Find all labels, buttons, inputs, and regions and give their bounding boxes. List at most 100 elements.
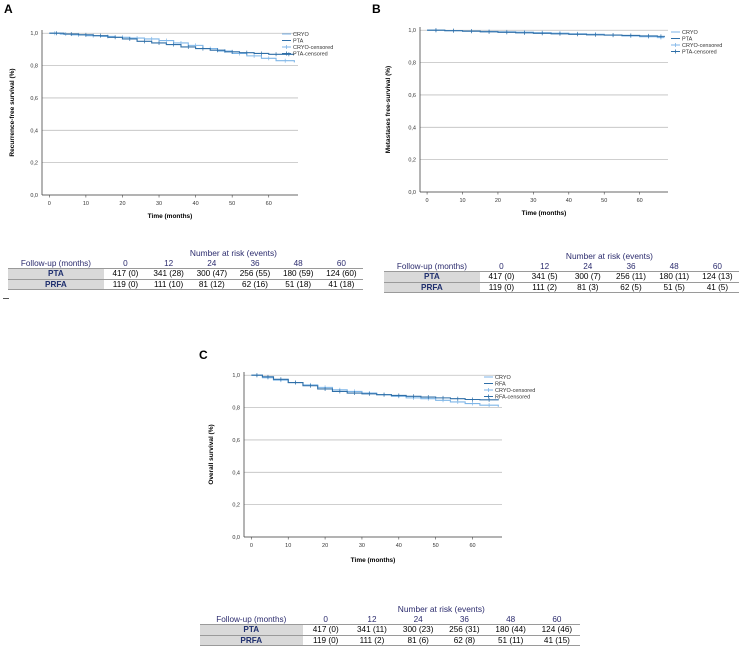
survival-chart-c: 0,0 0,2 0,4 0,6 0,8 1,0 0 10 20 30 40 50 60 Time (mon… (208, 372, 535, 564)
risk-header-label: Follow-up (months) (200, 614, 303, 625)
stray-dash (3, 298, 9, 299)
risk-row: PTA 417 (0) 341 (28) 300 (47) 256 (55) 180 (5… (8, 268, 363, 280)
y-tick-label: 0,8 (232, 406, 240, 412)
risk-cell: 124 (13) (695, 271, 739, 283)
legend-label: PTA (682, 37, 693, 43)
survival-chart-b: 0,0 0,2 0,4 0,6 0,8 1,0 0 10 20 30 40 50 60 Time (mon… (385, 27, 722, 217)
x-tick-label: 40 (193, 201, 199, 207)
y-tick-label: 0,4 (408, 125, 416, 131)
x-tick-label: 0 (48, 201, 51, 207)
survival-chart-a: 0,0 0,2 0,4 0,6 0,8 1,0 0 10 20 30 40 50 60 Time (mon… (9, 30, 333, 220)
legend-label: CRYO (682, 30, 699, 36)
risk-cell: 341 (5) (523, 271, 567, 283)
risk-cell: 124 (46) (533, 624, 580, 636)
y-tick-label: 0,8 (30, 64, 38, 70)
x-tick-label: 50 (433, 543, 439, 549)
risk-timepoint: 24 (566, 261, 610, 272)
x-tick-label: 20 (322, 543, 328, 549)
legend-label: PTA (293, 39, 304, 45)
y-tick-label: 0,0 (30, 193, 38, 199)
risk-cell: 256 (55) (233, 268, 277, 280)
risk-cell: 111 (2) (523, 282, 567, 293)
y-axis-label: Recurrence-free survival (%) (9, 68, 16, 156)
x-axis-label: Time (months) (148, 213, 193, 220)
series-line-rfa (251, 374, 499, 401)
risk-timepoint: 24 (190, 258, 234, 269)
risk-cell: 51 (18) (276, 279, 320, 290)
series-line-pta (427, 29, 666, 37)
risk-cell: 62 (8) (441, 635, 488, 646)
risk-table-title: Number at risk (events) (397, 604, 485, 614)
risk-row-label: PTA (384, 271, 480, 283)
y-tick-label: 0,6 (30, 96, 38, 102)
y-axis-label: Metastases free-survival (%) (385, 66, 392, 153)
series-line-pta (49, 32, 295, 55)
x-tick-label: 20 (495, 198, 501, 204)
risk-header-label: Follow-up (months) (8, 258, 104, 269)
risk-timepoint: 0 (479, 261, 524, 272)
y-tick-label: 0,6 (232, 438, 240, 444)
risk-cell: 41 (5) (695, 282, 739, 293)
risk-timepoint: 12 (147, 258, 191, 269)
x-tick-label: 40 (566, 198, 572, 204)
risk-row-label: PTA (8, 268, 104, 280)
risk-cell: 81 (12) (190, 279, 234, 290)
risk-table-c: Number at risk (events) Follow-up (months… (200, 604, 580, 646)
legend-label: RFA (495, 382, 506, 388)
risk-cell: 256 (31) (441, 624, 488, 636)
x-tick-label: 30 (156, 201, 162, 207)
risk-cell: 119 (0) (479, 282, 524, 293)
x-tick-label: 0 (250, 543, 253, 549)
risk-cell: 417 (0) (103, 268, 148, 280)
x-tick-label: 40 (396, 543, 402, 549)
risk-row: PRFA 119 (0) 111 (10) 81 (12) 62 (16) 51 (18)… (8, 279, 363, 290)
series-line-cryo (49, 32, 295, 63)
x-axis-label: Time (months) (522, 210, 567, 217)
y-tick-label: 0,4 (30, 128, 38, 134)
y-tick-label: 1,0 (232, 373, 240, 379)
risk-cell: 51 (5) (652, 282, 696, 293)
risk-cell: 111 (10) (147, 279, 191, 290)
risk-table-title: Number at risk (events) (565, 251, 653, 261)
y-tick-label: 1,0 (30, 31, 38, 37)
legend-label: RFA-censored (495, 395, 530, 401)
legend-label: CRYO (495, 375, 512, 381)
x-tick-label: 60 (637, 198, 643, 204)
risk-table-grid: Number at risk (events) Follow-up (months… (384, 251, 739, 293)
risk-table-a: Number at risk (events) Follow-up (months… (8, 248, 363, 290)
risk-cell: 119 (0) (103, 279, 148, 290)
y-tick-label: 0,8 (408, 61, 416, 67)
risk-cell: 51 (11) (487, 635, 534, 646)
risk-timepoint: 12 (348, 614, 396, 625)
risk-timepoint: 0 (302, 614, 349, 625)
panel-b-letter: B (372, 2, 381, 16)
risk-cell: 300 (23) (395, 624, 442, 636)
y-tick-label: 0,2 (232, 503, 240, 509)
risk-cell: 41 (15) (533, 635, 580, 646)
x-tick-label: 50 (601, 198, 607, 204)
y-tick-label: 0,2 (30, 161, 38, 167)
risk-table-title: Number at risk (events) (189, 248, 277, 258)
risk-timepoint: 60 (695, 261, 739, 272)
risk-cell: 341 (11) (348, 624, 396, 636)
x-axis-label: Time (months) (351, 557, 396, 564)
risk-timepoint: 60 (533, 614, 580, 625)
legend-label: CRYO-censored (495, 388, 535, 394)
risk-cell: 300 (47) (190, 268, 234, 280)
risk-cell: 124 (60) (319, 268, 363, 280)
x-tick-label: 0 (426, 198, 429, 204)
legend-label: PTA-censored (293, 52, 328, 58)
risk-table-grid: Number at risk (events) Follow-up (months… (8, 248, 363, 290)
risk-cell: 180 (44) (487, 624, 534, 636)
risk-row-label: PRFA (200, 635, 303, 646)
risk-timepoint: 36 (233, 258, 277, 269)
risk-cell: 256 (11) (609, 271, 653, 283)
x-tick-label: 10 (83, 201, 89, 207)
risk-header-label: Follow-up (months) (384, 261, 480, 272)
x-tick-label: 10 (459, 198, 465, 204)
legend-label: PTA-censored (682, 50, 717, 56)
x-tick-label: 50 (229, 201, 235, 207)
risk-row-label: PTA (200, 624, 303, 636)
x-tick-label: 30 (359, 543, 365, 549)
risk-cell: 180 (11) (652, 271, 696, 283)
